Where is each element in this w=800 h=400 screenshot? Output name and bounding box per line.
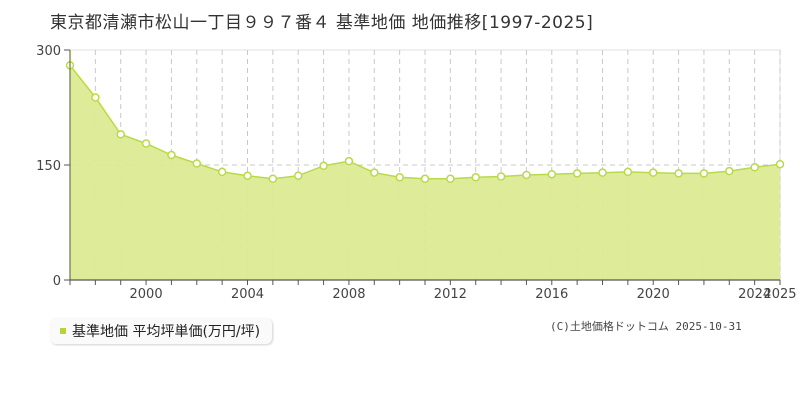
data-point-marker xyxy=(623,167,633,177)
data-point-marker xyxy=(725,166,734,176)
data-point-marker xyxy=(293,171,303,180)
data-point-marker xyxy=(192,159,202,168)
y-axis-labels: 0 150 300 xyxy=(36,44,61,289)
copyright-text: (C)土地価格ドットコム 2025-10-31 xyxy=(550,320,742,333)
x-tick-label: 2004 xyxy=(231,287,264,302)
data-point-marker xyxy=(496,172,506,181)
data-point-marker xyxy=(395,173,404,182)
area-fill xyxy=(70,65,780,280)
data-point-marker xyxy=(141,139,151,148)
data-point-marker xyxy=(420,174,430,184)
x-tick-label: 2025 xyxy=(763,287,796,302)
axes xyxy=(64,49,781,285)
x-tick-label: 2016 xyxy=(535,287,568,302)
data-point-marker xyxy=(775,159,785,169)
legend-swatch-icon xyxy=(60,328,66,334)
x-tick-label: 2000 xyxy=(130,287,163,302)
y-tick-label: 150 xyxy=(36,159,61,174)
data-point-marker xyxy=(116,130,125,139)
x-tick-label: 2008 xyxy=(332,287,365,302)
data-point-marker xyxy=(268,174,278,184)
data-point-marker xyxy=(750,163,759,172)
data-point-marker xyxy=(243,171,252,180)
data-point-marker xyxy=(699,169,709,178)
x-tick-label: 2012 xyxy=(434,287,467,302)
data-point-marker xyxy=(572,169,582,178)
data-point-marker xyxy=(91,93,100,102)
x-tick-label: 2024 xyxy=(738,287,771,302)
data-point-marker xyxy=(344,156,354,166)
legend: 基準地価 平均坪単価(万円/坪) xyxy=(50,318,273,344)
legend-label: 基準地価 平均坪単価(万円/坪) xyxy=(72,324,261,340)
data-point-marker xyxy=(522,170,531,180)
data-point-marker xyxy=(471,173,480,182)
data-point-marker xyxy=(167,150,176,160)
data-point-marker xyxy=(446,174,455,184)
data-point-marker xyxy=(648,168,658,177)
x-tick-label: 2020 xyxy=(637,287,670,302)
data-point-marker xyxy=(674,169,683,178)
data-point-marker xyxy=(370,168,379,177)
data-point-marker xyxy=(319,161,328,171)
data-point-marker xyxy=(598,168,607,177)
data-point-marker xyxy=(217,167,227,177)
data-markers xyxy=(65,61,785,184)
y-tick-label: 300 xyxy=(36,44,61,59)
y-tick-label: 0 xyxy=(53,274,61,289)
data-point-marker xyxy=(547,169,557,179)
chart-title: 東京都清瀬市松山一丁目９９７番４ 基準地価 地価推移[1997-2025] xyxy=(50,13,594,33)
